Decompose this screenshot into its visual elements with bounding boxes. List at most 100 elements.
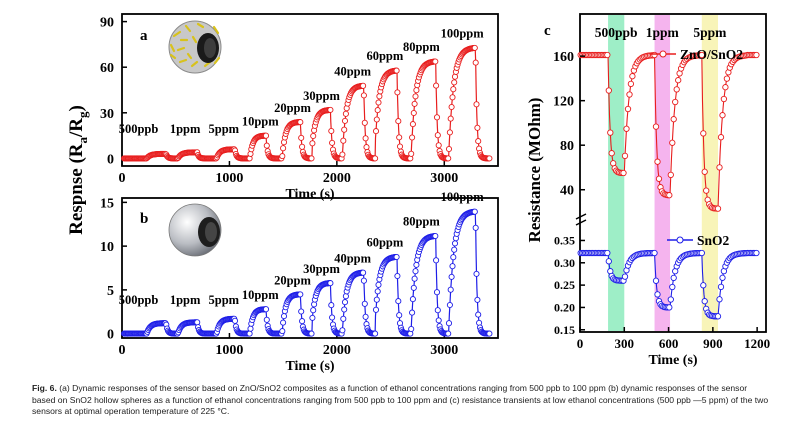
data-point [373,296,380,303]
data-point [361,119,368,126]
concentration-label: 40ppm [334,64,371,78]
svg-text:Respnse (Ra/Rg): Respnse (Ra/Rg) [66,105,90,235]
znosno2-point [627,80,635,88]
data-point [409,296,416,303]
sno2-point [654,291,661,298]
znosno2-point [672,98,679,106]
data-point [445,320,453,327]
data-point [411,100,418,107]
sno2-point [698,249,705,257]
data-point [298,308,305,315]
data-point [327,106,334,113]
legend-label-sno2: SnO2 [697,233,730,248]
znosno2-point [723,75,731,82]
data-point [341,117,349,124]
data-point [486,155,493,162]
data-point [410,109,417,117]
x-tick-label: 2000 [323,343,351,358]
panel-c-plot: 500ppb 1ppm 5ppm ZnO/SnO2 SnO2 40 80 120 160 0.35… [525,15,770,368]
panel-c-frame [579,13,767,333]
znosno2-point [608,150,615,157]
y-tick-label: 0.20 [554,300,575,314]
concentration-label: 500ppb [119,122,159,136]
x-tick-label: 1000 [215,343,243,358]
data-point [434,132,441,139]
znosno2-point [652,123,660,130]
data-point [394,272,401,280]
data-point [309,314,316,321]
data-point [328,302,335,309]
concentration-label: 100ppm [441,26,485,40]
data-point [432,58,439,65]
y-tick-label: 0 [107,328,114,343]
y-tick-label: 10 [100,240,114,255]
sno2-point [621,273,629,280]
sno2-point [651,249,658,257]
data-point [449,263,456,270]
panel-a-frame [121,13,499,167]
sno2-sphere-image [168,203,222,257]
y-tick-label: 5 [107,284,114,299]
data-point [360,277,367,284]
znosno2-point [700,130,707,137]
y-tick-label: 80 [560,139,574,154]
band-label: 1ppm [646,25,680,40]
y-tick-label: 0.15 [554,323,575,337]
axis-break [575,213,587,220]
legend-label-znosno2: ZnO/SnO2 [680,47,743,62]
data-point [341,126,348,133]
data-point [432,232,439,240]
data-point [298,134,305,141]
data-point [447,115,454,122]
data-point [446,129,453,136]
data-point [361,300,368,307]
znosno2-point [719,112,726,119]
data-point [409,134,416,141]
znosno2-point [714,205,722,212]
data-point [451,73,459,80]
data-point [396,312,403,319]
znosno2-point [717,134,725,141]
data-point [408,150,415,157]
znosno2-point [605,87,612,94]
concentration-label: 60ppm [366,49,403,63]
y-tick-label: 0.25 [554,278,575,292]
data-point [448,103,455,111]
znosno2-point [670,116,677,123]
data-point [329,314,336,321]
legend-marker-znosno2 [659,50,667,58]
znosno2-point [629,73,636,80]
znosno2-point [666,192,673,199]
data-point [231,317,239,324]
x-tick-label: 0 [577,336,584,351]
data-point [362,135,369,142]
data-point [409,121,416,128]
x-tick-label: 600 [659,336,679,351]
concentration-label: 1ppm [170,122,201,136]
data-point [375,99,382,106]
data-point [375,281,382,288]
znosno2-point [703,187,710,194]
data-point [393,67,400,74]
data-point [445,155,452,162]
panel-a-letter: a [140,28,148,44]
x-axis-label: Time (s) [285,187,334,202]
x-tick-label: 1000 [215,171,243,186]
data-point [308,155,315,162]
data-point [340,137,347,144]
concentration-label: 5ppm [209,293,240,307]
data-point [474,296,481,303]
data-point [308,330,315,337]
data-point [363,144,370,151]
data-point [472,224,479,231]
data-point [376,93,383,100]
figure-caption: Fig. 6. (a) Dynamic responses of the sen… [32,383,772,418]
concentration-label: 500ppb [119,293,159,307]
data-point [473,270,480,277]
concentration-label: 20ppm [274,273,311,287]
panel-b-letter: b [140,211,148,227]
x-axis-label: Time (s) [648,353,697,368]
axis-break [575,219,587,226]
x-tick-label: 0 [119,171,126,186]
data-point [279,153,286,160]
